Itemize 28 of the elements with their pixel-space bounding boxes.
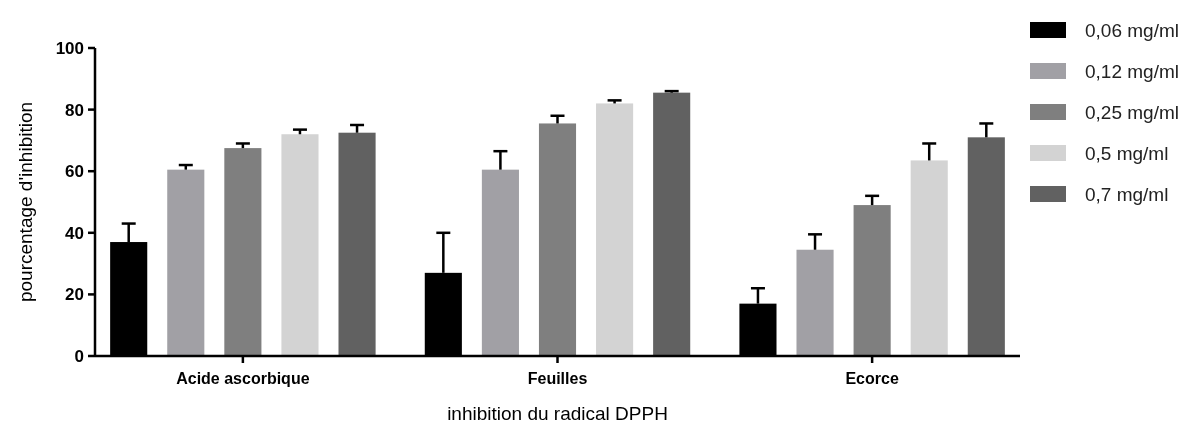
- bar: [910, 160, 948, 356]
- x-tick-label: Acide ascorbique: [176, 370, 310, 387]
- bar: [167, 169, 205, 356]
- y-tick-label: 20: [65, 285, 84, 305]
- bar: [853, 205, 891, 356]
- bar: [281, 134, 319, 356]
- x-tick-label: Ecorce: [845, 370, 899, 387]
- bar: [481, 169, 519, 356]
- legend-label: 0,12 mg/ml: [1085, 60, 1179, 82]
- bar: [796, 249, 834, 356]
- y-axis-title: pourcentage d'inhibition: [15, 101, 36, 303]
- legend-label: 0,06 mg/ml: [1085, 19, 1179, 41]
- bar: [538, 123, 577, 356]
- y-tick-label: 0: [74, 346, 84, 366]
- bar: [967, 137, 1005, 356]
- legend-label: 0,25 mg/ml: [1085, 101, 1179, 123]
- bar: [596, 103, 634, 356]
- x-tick-label: Feuilles: [527, 370, 588, 387]
- y-tick-label: 100: [55, 38, 84, 58]
- bar: [653, 92, 691, 356]
- y-tick-label: 60: [65, 162, 84, 182]
- legend-label: 0,7 mg/ml: [1085, 183, 1169, 205]
- y-tick-label: 80: [65, 100, 84, 120]
- bar: [224, 148, 262, 356]
- x-axis-title: inhibition du radical DPPH: [447, 403, 668, 424]
- y-tick-label: 40: [65, 223, 84, 243]
- bar: [338, 132, 376, 356]
- legend-label: 0,5 mg/ml: [1085, 142, 1169, 164]
